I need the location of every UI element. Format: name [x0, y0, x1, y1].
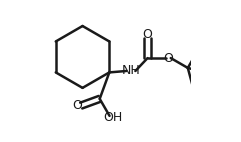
Text: O: O	[143, 28, 153, 41]
Text: O: O	[72, 99, 82, 112]
Text: OH: OH	[103, 111, 123, 124]
Text: NH: NH	[122, 64, 141, 78]
Text: O: O	[164, 52, 174, 65]
